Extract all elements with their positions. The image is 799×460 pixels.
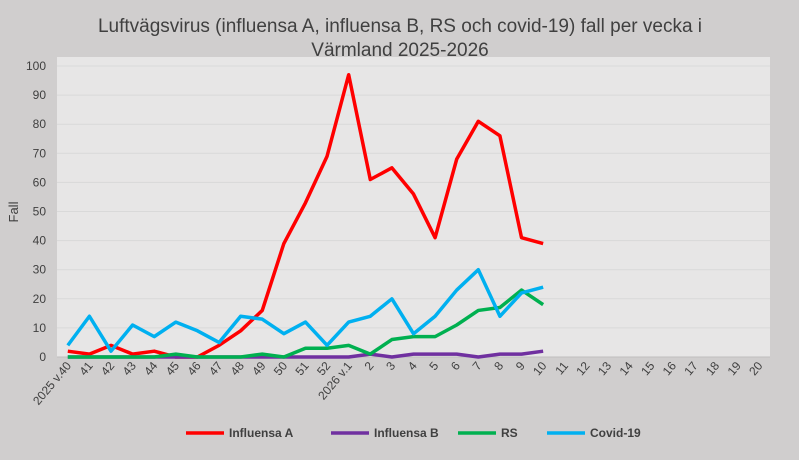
x-tick-label: 2: [362, 359, 377, 373]
x-tick-label: 7: [470, 359, 485, 373]
plot-area: [57, 57, 770, 357]
x-tick-label: 8: [491, 359, 506, 373]
y-tick-label: 80: [33, 117, 47, 131]
x-tick-label: 15: [638, 359, 658, 378]
x-tick-label: 49: [249, 359, 269, 378]
chart-title-line-2: Värmland 2025-2026: [311, 40, 488, 61]
y-tick-label: 20: [33, 292, 47, 306]
x-tick-label: 50: [271, 359, 291, 378]
legend-label: Covid-19: [590, 426, 641, 440]
y-tick-label: 100: [26, 59, 46, 73]
x-tick-label: 5: [426, 359, 441, 373]
x-tick-label: 6: [448, 359, 463, 373]
x-tick-label: 43: [120, 359, 140, 378]
x-tick-label: 44: [141, 359, 161, 378]
legend-label: Influensa B: [374, 426, 439, 440]
y-tick-label: 0: [39, 350, 46, 364]
legend-label: RS: [501, 426, 518, 440]
x-tick-label: 9: [513, 359, 528, 373]
y-tick-label: 60: [33, 175, 47, 189]
y-tick-label: 90: [33, 88, 47, 102]
y-tick-label: 10: [33, 321, 47, 335]
x-tick-label: 51: [292, 359, 312, 378]
x-tick-label: 41: [76, 359, 96, 378]
chart-title-line-1: Luftvägsvirus (influensa A, influensa B,…: [98, 16, 702, 37]
x-tick-label: 13: [595, 359, 615, 378]
x-tick-label: 2025 v.40: [30, 359, 74, 408]
x-tick-label: 20: [746, 359, 766, 378]
y-tick-label: 30: [33, 263, 47, 277]
x-tick-label: 10: [530, 359, 550, 378]
x-tick-label: 16: [660, 359, 680, 378]
x-tick-label: 3: [383, 359, 398, 373]
x-tick-label: 11: [552, 359, 571, 378]
y-tick-label: 50: [33, 205, 47, 219]
x-tick-label: 45: [163, 359, 183, 378]
x-tick-label: 42: [98, 359, 118, 378]
x-tick-label: 17: [681, 359, 701, 378]
x-tick-label: 19: [725, 359, 745, 378]
x-tick-label: 47: [206, 359, 226, 378]
x-tick-label: 46: [184, 359, 204, 378]
x-tick-label: 12: [573, 359, 593, 378]
y-axis-label: Fall: [6, 201, 21, 222]
legend-label: Influensa A: [229, 426, 294, 440]
x-tick-label: 48: [228, 359, 248, 378]
x-tick-label: 4: [405, 359, 420, 373]
y-tick-label: 70: [33, 146, 47, 160]
y-tick-label: 40: [33, 234, 47, 248]
x-tick-label: 14: [617, 359, 637, 378]
x-tick-label: 18: [703, 359, 723, 378]
